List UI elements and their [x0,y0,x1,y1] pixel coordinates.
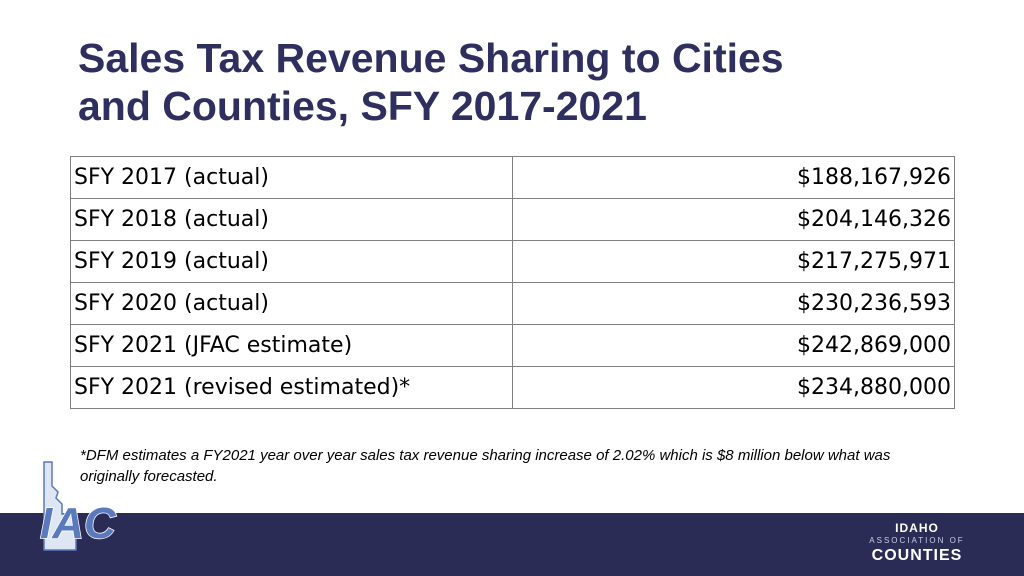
idaho-association-of-counties-logo: IDAHO ASSOCIATION OF COUNTIES [862,521,972,565]
revenue-table: SFY 2017 (actual) $188,167,926 SFY 2018 … [70,156,955,409]
table-row: SFY 2021 (revised estimated)* $234,880,0… [70,366,955,409]
table-row: SFY 2021 (JFAC estimate) $242,869,000 [70,324,955,367]
footnote: *DFM estimates a FY2021 year over year s… [80,447,891,485]
table-row: SFY 2018 (actual) $204,146,326 [70,198,955,241]
row-label: SFY 2018 (actual) [70,198,513,241]
logo-line-idaho: IDAHO [895,521,939,535]
row-value: $217,275,971 [512,240,955,283]
footer-bar [0,513,1024,576]
logo-line-counties: COUNTIES [871,547,963,564]
iac-logo-icon: IAC [39,461,118,551]
row-label: SFY 2017 (actual) [70,156,513,199]
row-label: SFY 2019 (actual) [70,240,513,283]
slide-title: Sales Tax Revenue Sharing to Cities and … [78,34,978,130]
table-row: SFY 2020 (actual) $230,236,593 [70,282,955,325]
row-label: SFY 2021 (JFAC estimate) [70,324,513,367]
row-value: $230,236,593 [512,282,955,325]
row-label: SFY 2021 (revised estimated)* [70,366,513,409]
row-value: $234,880,000 [512,366,955,409]
logo-line-association-of: ASSOCIATION OF [869,536,965,545]
svg-text:IAC: IAC [40,499,117,548]
row-value: $204,146,326 [512,198,955,241]
slide-title-line-2: and Counties, SFY 2017-2021 [78,83,647,129]
table-row: SFY 2017 (actual) $188,167,926 [70,156,955,199]
table-row: SFY 2019 (actual) $217,275,971 [70,240,955,283]
row-value: $188,167,926 [512,156,955,199]
row-label: SFY 2020 (actual) [70,282,513,325]
slide-title-line-1: Sales Tax Revenue Sharing to Cities [78,35,784,81]
row-value: $242,869,000 [512,324,955,367]
